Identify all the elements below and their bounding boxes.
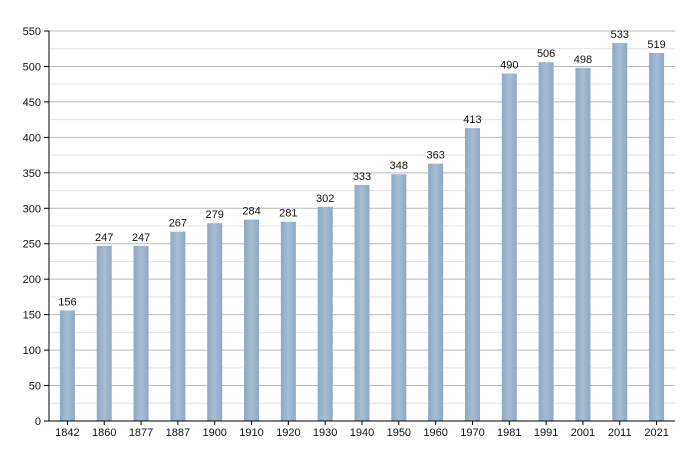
bar-1970 [464, 128, 480, 422]
value-label-1930: 302 [316, 193, 334, 205]
bar-1900 [207, 223, 223, 421]
x-tick-label-2011: 2011 [608, 427, 632, 439]
bar-2021 [649, 52, 665, 422]
y-tick-label: 50 [29, 381, 41, 393]
y-tick-label: 200 [23, 274, 41, 286]
value-label-1842: 156 [58, 296, 76, 308]
y-tick-label: 0 [35, 416, 41, 428]
value-label-2021: 519 [647, 39, 665, 51]
bar-1981 [501, 73, 517, 421]
x-tick-label-1877: 1877 [129, 427, 153, 439]
y-tick-label: 350 [23, 168, 41, 180]
bar-1842 [59, 310, 75, 421]
x-tick-label-2021: 2021 [644, 427, 668, 439]
x-tick-label-1930: 1930 [313, 427, 337, 439]
x-tick-label-1860: 1860 [92, 427, 116, 439]
x-tick-label-1842: 1842 [55, 427, 79, 439]
value-label-1950: 348 [390, 160, 408, 172]
bar-1910 [244, 219, 260, 421]
value-label-2001: 498 [574, 54, 592, 66]
x-tick-label-1950: 1950 [387, 427, 411, 439]
bar-1860 [96, 245, 112, 421]
x-tick-label-1981: 1981 [497, 427, 521, 439]
x-tick-label-1940: 1940 [350, 427, 374, 439]
bar-1877 [133, 245, 149, 421]
value-label-1991: 506 [537, 48, 555, 60]
bar-1950 [391, 174, 407, 421]
value-label-1940: 333 [353, 171, 371, 183]
bar-1930 [317, 206, 333, 421]
bar-1887 [170, 231, 186, 421]
y-tick-label: 550 [23, 26, 41, 38]
y-tick-label: 250 [23, 239, 41, 251]
bar-1960 [428, 163, 444, 421]
value-labels: 156 247 247 267 279 284 281 302 333 348 363 413 490 5… [58, 29, 666, 308]
value-label-2011: 533 [611, 29, 629, 41]
value-label-1900: 279 [206, 209, 224, 221]
x-tick-label-1900: 1900 [202, 427, 226, 439]
value-label-1877: 247 [132, 232, 150, 244]
y-tick-label: 400 [23, 132, 41, 144]
x-tick-label-2001: 2001 [571, 427, 595, 439]
value-label-1981: 490 [500, 60, 518, 72]
bar-2001 [575, 67, 591, 421]
y-tick-label: 500 [23, 61, 41, 73]
bar-1940 [354, 184, 370, 421]
bar-1920 [280, 221, 296, 421]
x-tick-label-1970: 1970 [460, 427, 484, 439]
x-tick-label-1960: 1960 [423, 427, 447, 439]
y-tick-label: 300 [23, 203, 41, 215]
bar-1991 [538, 62, 554, 421]
value-label-1910: 284 [242, 206, 260, 218]
value-label-1970: 413 [463, 114, 481, 126]
x-tick-label-1991: 1991 [534, 427, 558, 439]
value-label-1887: 267 [169, 218, 187, 230]
bar-2011 [612, 43, 628, 422]
bars [59, 43, 665, 422]
value-label-1920: 281 [279, 208, 297, 220]
y-tick-label: 450 [23, 97, 41, 109]
y-tick-label: 100 [23, 345, 41, 357]
value-label-1960: 363 [426, 150, 444, 162]
value-label-1860: 247 [95, 232, 113, 244]
y-tick-label: 150 [23, 310, 41, 322]
x-tick-label-1887: 1887 [166, 427, 190, 439]
axes: 0 50 100 150 200 250 300 350 400 450 500 550 1842 186… [23, 26, 675, 439]
x-tick-label-1920: 1920 [276, 427, 300, 439]
x-tick-label-1910: 1910 [239, 427, 263, 439]
